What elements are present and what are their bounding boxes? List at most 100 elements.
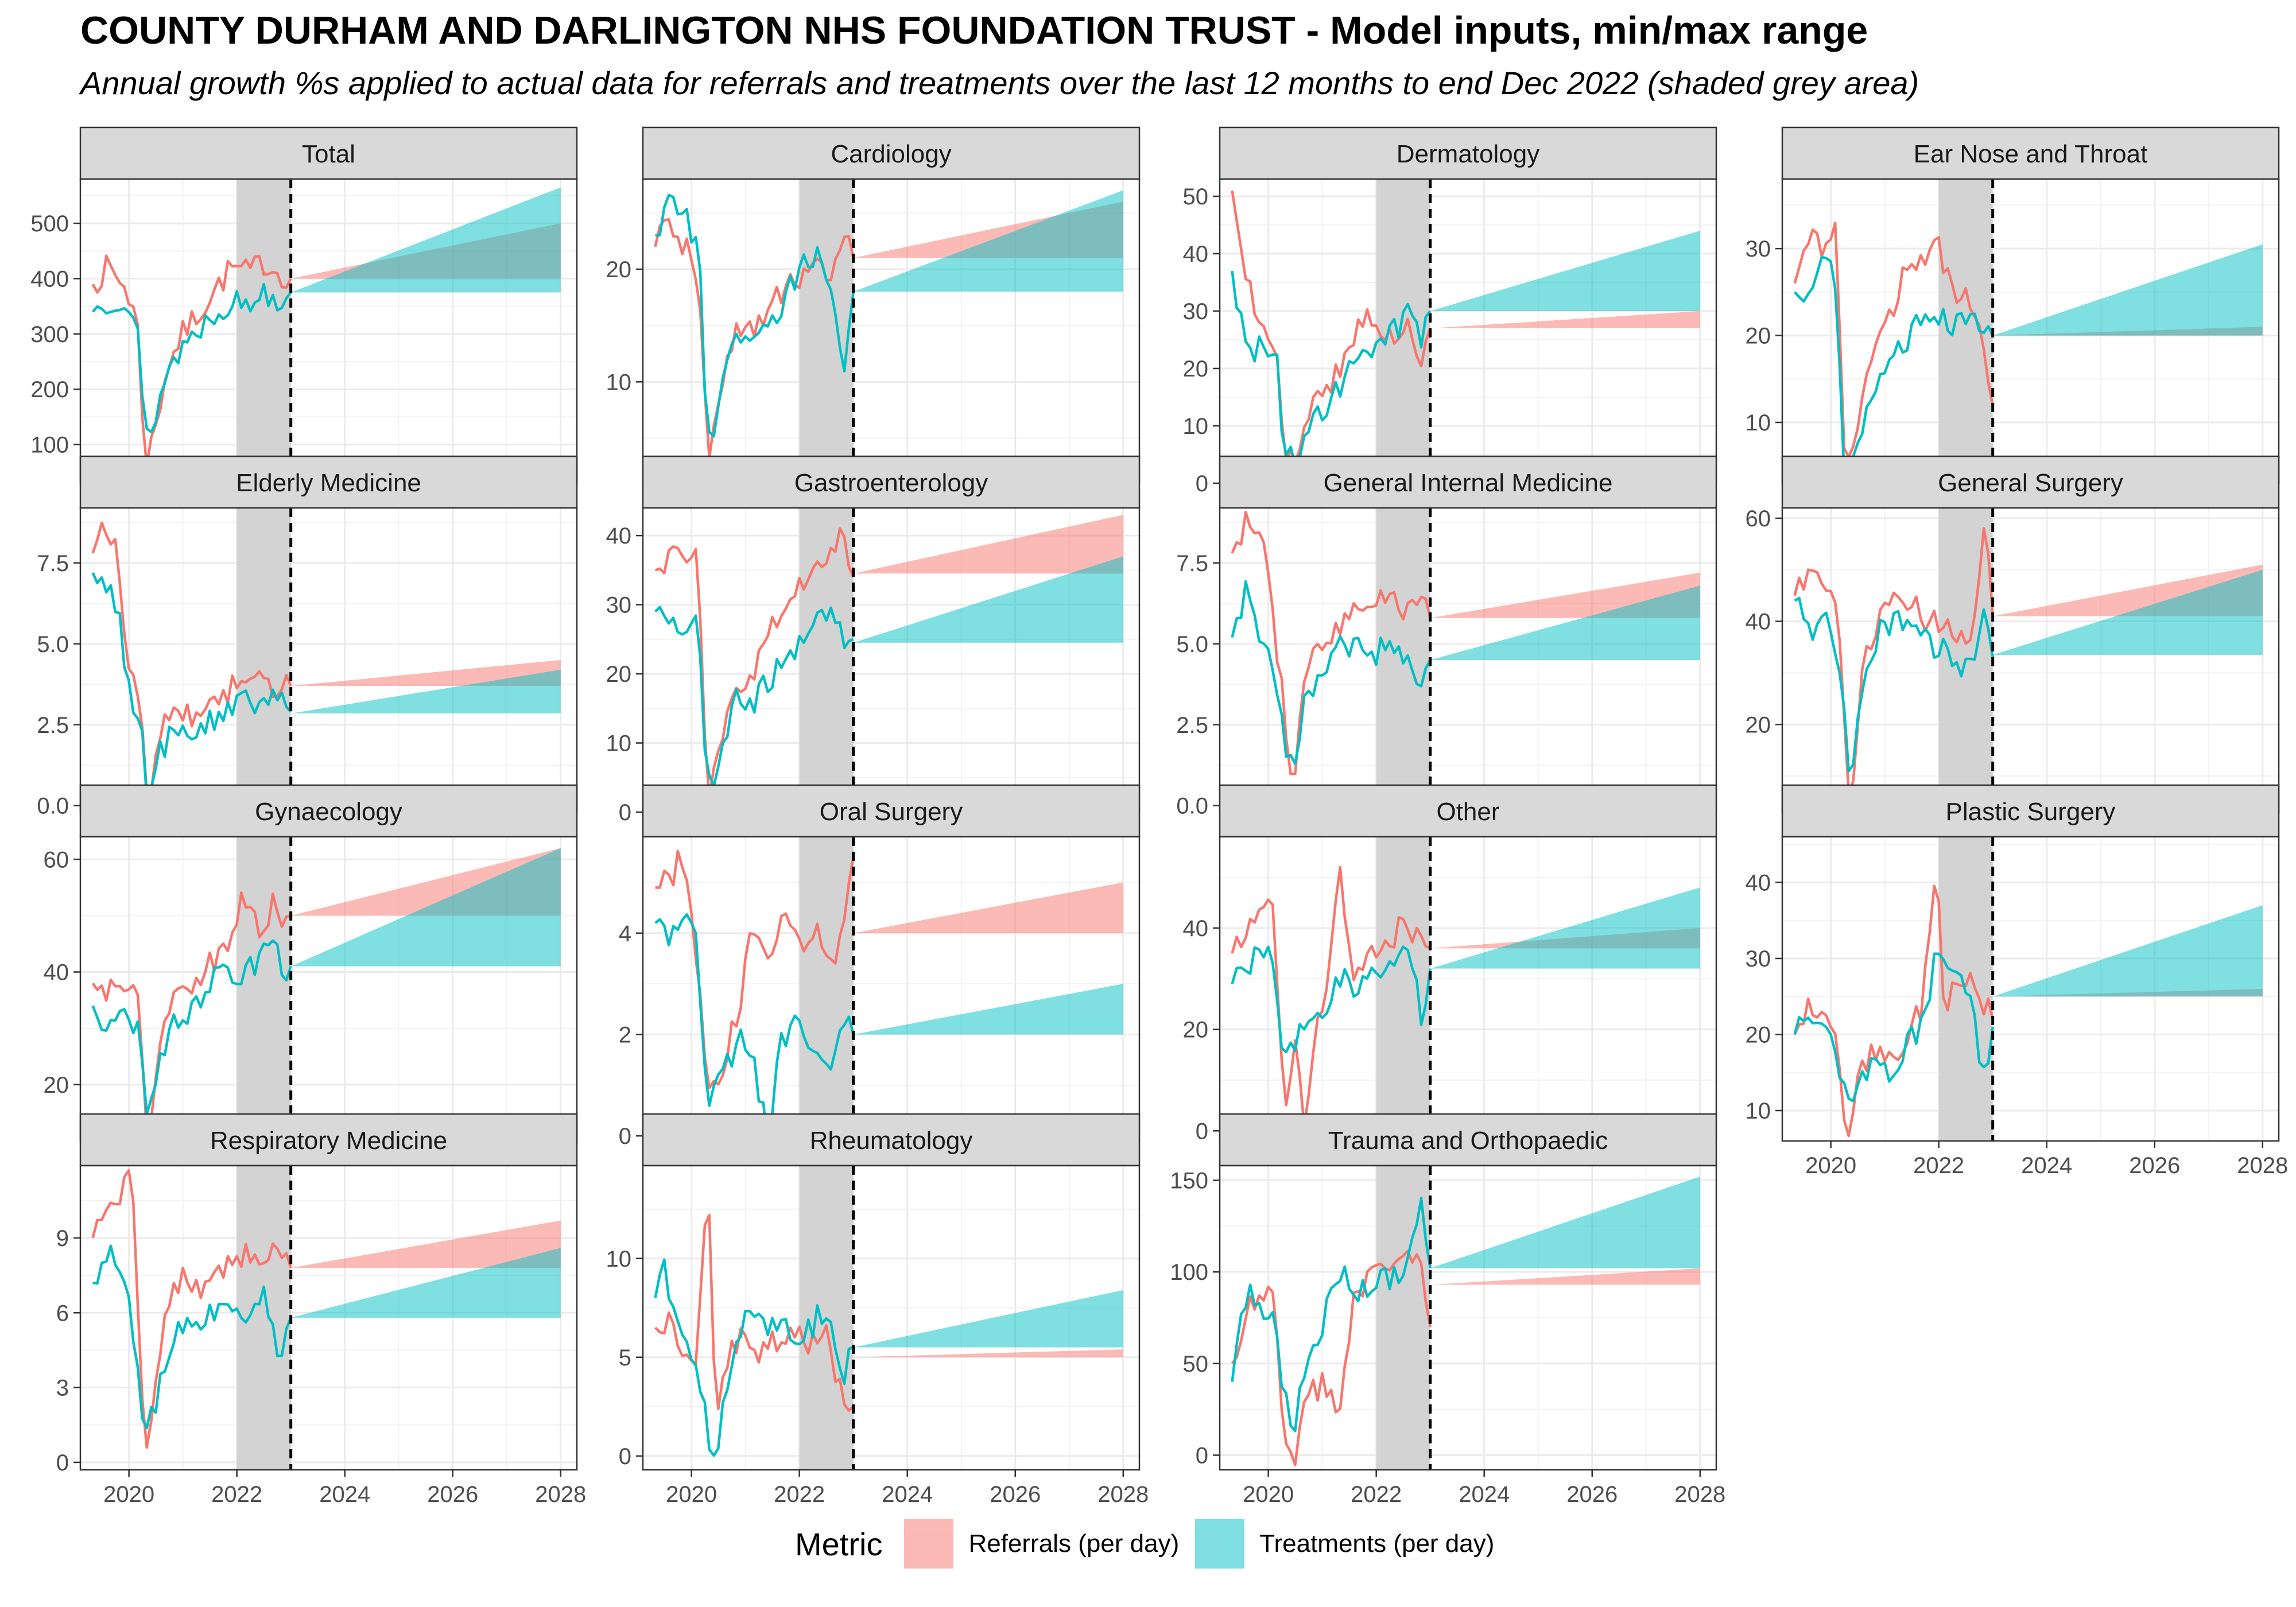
y-tick-label-dermatology: 30: [1183, 299, 1209, 324]
legend-label-referrals: Referrals (per day): [968, 1530, 1180, 1558]
y-tick-label-other: 40: [1183, 916, 1209, 941]
series-line-treatments-oral-surgery: [654, 913, 855, 1146]
projection-band-treatments-gynaecology: [290, 848, 561, 966]
legend-label-treatments: Treatments (per day): [1259, 1530, 1495, 1558]
series-line-referrals-dermatology: [1231, 190, 1432, 464]
strip-label-general-surgery: General Surgery: [1938, 469, 2123, 497]
y-tick-label-respiratory-medicine: 0: [56, 1450, 69, 1476]
series-line-referrals-oral-surgery: [655, 849, 855, 1089]
y-tick-label-plastic-surgery: 10: [1746, 1098, 1771, 1124]
series-line-referrals-ear-nose-and-throat: [1793, 222, 1994, 459]
strip-label-general-internal-medicine: General Internal Medicine: [1324, 469, 1613, 497]
series-line-treatments-gastroenterology: [654, 605, 854, 787]
y-tick-label-respiratory-medicine: 6: [56, 1301, 69, 1326]
y-tick-label-trauma-and-orthopaedic: 100: [1170, 1260, 1208, 1285]
legend: Metric Referrals (per day) Treatments (p…: [795, 1515, 1510, 1573]
strip-label-total: Total: [302, 140, 355, 168]
strip-label-rheumatology: Rheumatology: [810, 1127, 973, 1155]
series-line-referrals-rheumatology: [654, 1214, 855, 1412]
strip-label-plastic-surgery: Plastic Surgery: [1946, 798, 2116, 826]
series-line-referrals-respiratory-medicine: [91, 1169, 292, 1449]
y-tick-label-dermatology: 0: [1196, 471, 1208, 496]
panel-border-trauma-and-orthopaedic: [1219, 1165, 1717, 1471]
x-tick-label-trauma-and-orthopaedic: 2022: [1351, 1482, 1402, 1507]
y-tick-label-cardiology: 10: [606, 370, 632, 395]
series-line-referrals-total: [91, 254, 292, 468]
panel-oral-surgery: Oral Surgery 0 2 4: [619, 784, 1141, 1149]
strip-label-trauma-and-orthopaedic: Trauma and Orthopaedic: [1328, 1127, 1608, 1155]
strip-label-gastroenterology: Gastroenterology: [794, 469, 988, 497]
projection-band-treatments-ear-nose-and-throat: [1992, 244, 2263, 336]
series-line-referrals-general-internal-medicine: [1231, 510, 1432, 776]
y-tick-label-general-surgery: 40: [1746, 610, 1771, 635]
series-line-treatments-general-surgery: [1794, 596, 1994, 773]
panel-bg-elderly-medicine: [80, 508, 577, 812]
projection-band-referrals-elderly-medicine: [290, 660, 561, 686]
x-tick-label-respiratory-medicine: 2022: [211, 1482, 262, 1507]
projection-band-referrals-rheumatology: [853, 1349, 1123, 1357]
projection-band-treatments-other: [1430, 887, 1700, 969]
x-tick-label-plastic-surgery: 2026: [2129, 1153, 2180, 1178]
panel-border-plastic-surgery: [1781, 836, 2280, 1142]
series-line-referrals-general-surgery: [1793, 527, 1994, 794]
strip-dermatology: [1219, 126, 1717, 180]
y-tick-label-dermatology: 50: [1183, 184, 1209, 209]
shaded-period-elderly-medicine: [236, 508, 291, 812]
x-tick-label-plastic-surgery: 2024: [2021, 1153, 2072, 1178]
projection-band-treatments-gastroenterology: [853, 556, 1123, 643]
y-tick-label-oral-surgery: 4: [619, 921, 631, 946]
panel-respiratory-medicine: Respiratory Medicine 0 3 6 9 2020 2022 2024 2026…: [56, 1113, 586, 1507]
y-tick-label-general-surgery: 20: [1746, 712, 1771, 737]
projection-band-treatments-trauma-and-orthopaedic: [1430, 1177, 1700, 1268]
y-tick-label-total: 300: [30, 322, 69, 347]
x-tick-label-respiratory-medicine: 2026: [427, 1482, 478, 1507]
x-tick-label-trauma-and-orthopaedic: 2024: [1459, 1482, 1510, 1507]
strip-gynaecology: [79, 784, 578, 838]
projection-band-treatments-general-internal-medicine: [1430, 585, 1700, 660]
y-tick-label-dermatology: 40: [1183, 242, 1209, 267]
x-tick-label-rheumatology: 2020: [666, 1482, 717, 1507]
y-tick-label-dermatology: 20: [1183, 356, 1209, 382]
x-tick-label-trauma-and-orthopaedic: 2020: [1243, 1482, 1294, 1507]
projection-band-referrals-oral-surgery: [853, 882, 1123, 933]
chart-subtitle: Annual growth %s applied to actual data …: [80, 65, 1919, 101]
projection-band-treatments-elderly-medicine: [290, 669, 561, 714]
panel-elderly-medicine: Elderly Medicine 0.0 2.5 5.0 7.5: [37, 455, 578, 819]
grid-elderly-medicine: [80, 508, 577, 812]
projection-band-treatments-oral-surgery: [853, 984, 1123, 1035]
y-tick-label-ear-nose-and-throat: 10: [1746, 410, 1771, 436]
strip-label-dermatology: Dermatology: [1397, 140, 1539, 168]
x-tick-label-rheumatology: 2022: [774, 1482, 825, 1507]
strip-rheumatology: [642, 1113, 1141, 1167]
legend-item-referrals: Referrals (per day): [904, 1519, 1179, 1569]
y-tick-label-oral-surgery: 2: [619, 1023, 631, 1048]
strip-cardiology: [642, 126, 1141, 180]
shaded-period-cardiology: [799, 179, 854, 483]
y-tick-label-trauma-and-orthopaedic: 150: [1170, 1169, 1208, 1194]
y-tick-label-total: 200: [30, 377, 69, 402]
series-line-treatments-other: [1231, 945, 1432, 1054]
y-tick-label-rheumatology: 5: [619, 1345, 631, 1371]
y-tick-label-plastic-surgery: 20: [1746, 1023, 1771, 1048]
projection-band-treatments-respiratory-medicine: [290, 1248, 561, 1318]
projection-band-referrals-respiratory-medicine: [290, 1220, 561, 1268]
legend-key-referrals: [904, 1519, 954, 1569]
projection-band-referrals-gastroenterology: [853, 515, 1123, 574]
shaded-period-oral-surgery: [799, 837, 854, 1141]
y-tick-label-total: 500: [30, 211, 69, 236]
panel-other: Other 0 20 40: [1183, 784, 1717, 1148]
series-line-treatments-rheumatology: [654, 1258, 854, 1457]
panel-cardiology: Cardiology 10 20: [606, 126, 1141, 490]
series-line-treatments-ear-nose-and-throat: [1793, 255, 1994, 476]
y-tick-label-elderly-medicine: 0.0: [37, 794, 69, 819]
panel-dermatology: Dermatology 0 10 20 30 40 50: [1183, 126, 1717, 496]
series-line-referrals-trauma-and-orthopaedic: [1231, 1249, 1432, 1466]
y-tick-label-trauma-and-orthopaedic: 0: [1196, 1443, 1208, 1468]
strip-label-ear-nose-and-throat: Ear Nose and Throat: [1914, 140, 2148, 168]
panel-bg-oral-surgery: [643, 837, 1139, 1141]
y-tick-label-gynaecology: 60: [44, 847, 69, 872]
panel-border-respiratory-medicine: [79, 1165, 578, 1471]
y-tick-label-rheumatology: 10: [606, 1247, 632, 1272]
y-tick-label-general-internal-medicine: 0.0: [1176, 794, 1208, 819]
